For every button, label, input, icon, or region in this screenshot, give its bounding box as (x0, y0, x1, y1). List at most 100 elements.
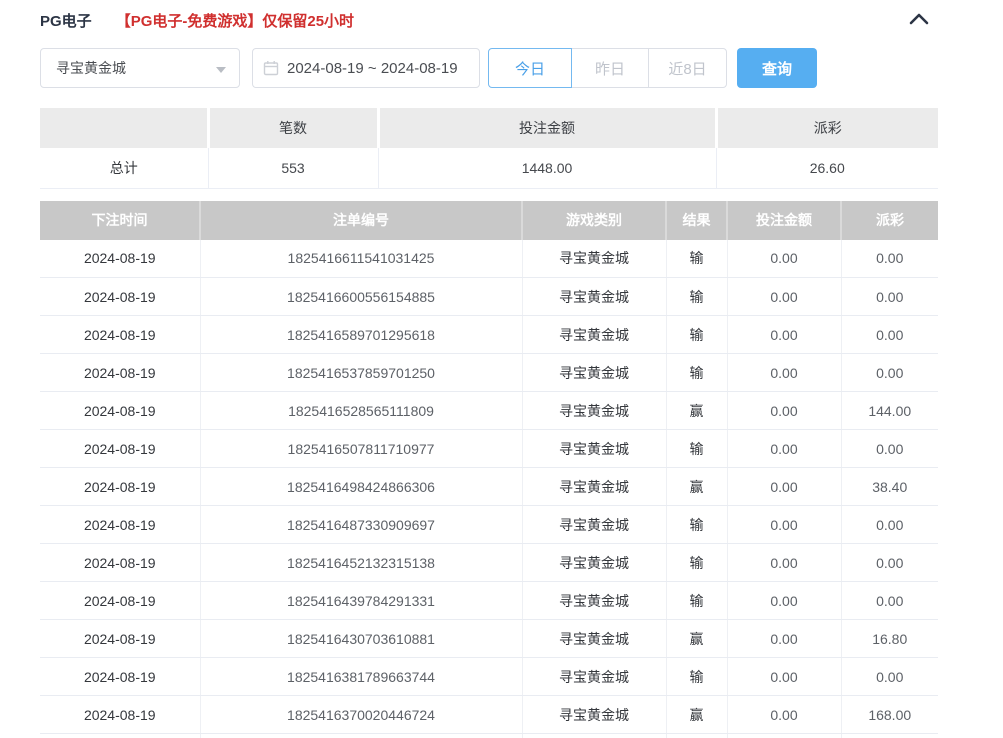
records-header-row: 下注时间 注单编号 游戏类别 结果 投注金额 派彩 (40, 200, 938, 240)
table-cell: 输 (665, 239, 727, 278)
table-cell: 0.00 (726, 315, 841, 354)
table-cell: 赢 (665, 695, 727, 734)
col-result: 结果 (665, 200, 727, 240)
chevron-up-icon (909, 13, 929, 28)
today-button[interactable]: 今日 (488, 48, 572, 88)
summary-col-payout: 派彩 (714, 108, 938, 148)
table-cell: 1825416439784291331 (199, 581, 522, 620)
partial-next-row (40, 733, 938, 738)
table-cell: 2024-08-19 (40, 315, 200, 354)
table-cell: 1825416452132315138 (199, 543, 522, 582)
table-cell: 0.00 (726, 353, 841, 392)
table-row: 2024-08-19 1825416439784291331 寻宝黄金城输 0.00 0… (40, 581, 938, 620)
table-cell: 输 (665, 505, 727, 544)
table-cell: 寻宝黄金城 (521, 695, 666, 734)
panel-notice: 【PG电子-免费游戏】仅保留25小时 (115, 12, 355, 30)
col-bet-amount: 投注金额 (726, 200, 841, 240)
table-cell: 2024-08-19 (40, 657, 200, 696)
table-cell: 168.00 (840, 695, 938, 734)
table-cell: 2024-08-19 (40, 619, 200, 658)
game-select[interactable]: 寻宝黄金城 (40, 48, 240, 88)
table-cell: 寻宝黄金城 (521, 391, 666, 430)
table-cell: 输 (665, 315, 727, 354)
yesterday-button[interactable]: 昨日 (571, 48, 649, 88)
summary-payout-value: 26.60 (715, 148, 938, 189)
table-row: 2024-08-19 1825416600556154885 寻宝黄金城输 0.00 0… (40, 277, 938, 316)
table-cell: 1825416487330909697 (199, 505, 522, 544)
collapse-button[interactable] (908, 9, 930, 31)
table-cell: 寻宝黄金城 (521, 353, 666, 392)
table-cell: 2024-08-19 (40, 581, 200, 620)
table-cell: 1825416600556154885 (199, 277, 522, 316)
table-cell: 1825416528565111809 (199, 391, 522, 430)
table-cell: 0.00 (726, 581, 841, 620)
records-table: 下注时间 注单编号 游戏类别 结果 投注金额 派彩 2024-08-19 1825… (40, 200, 938, 738)
table-cell: 2024-08-19 (40, 695, 200, 734)
table-row: 2024-08-19 1825416452132315138 寻宝黄金城输 0.00 0… (40, 543, 938, 582)
table-cell: 寻宝黄金城 (521, 467, 666, 506)
table-cell: 0.00 (840, 239, 938, 278)
table-cell: 2024-08-19 (40, 391, 200, 430)
panel-header: PG电子 【PG电子-免费游戏】仅保留25小时 (40, 8, 938, 32)
calendar-icon (263, 60, 279, 76)
col-bet-id: 注单编号 (199, 200, 522, 240)
table-cell: 寻宝黄金城 (521, 505, 666, 544)
last-8-days-button[interactable]: 近8日 (648, 48, 727, 88)
table-cell: 0.00 (726, 277, 841, 316)
table-row: 2024-08-19 1825416507811710977 寻宝黄金城输 0.00 0… (40, 429, 938, 468)
table-cell: 寻宝黄金城 (521, 657, 666, 696)
game-select-value: 寻宝黄金城 (56, 60, 126, 76)
table-cell: 2024-08-19 (40, 353, 200, 392)
table-cell: 输 (665, 353, 727, 392)
table-cell: 寻宝黄金城 (521, 619, 666, 658)
table-cell: 赢 (665, 467, 727, 506)
table-cell: 2024-08-19 (40, 543, 200, 582)
table-row: 2024-08-19 1825416611541031425 寻宝黄金城输 0.00 0… (40, 239, 938, 278)
table-cell: 2024-08-19 (40, 467, 200, 506)
table-cell: 0.00 (726, 429, 841, 468)
table-cell: 0.00 (840, 315, 938, 354)
table-cell: 2024-08-19 (40, 277, 200, 316)
table-cell: 144.00 (840, 391, 938, 430)
table-cell: 寻宝黄金城 (521, 581, 666, 620)
summary-total-label: 总计 (40, 148, 208, 189)
table-cell: 0.00 (726, 505, 841, 544)
panel-title: PG电子 (40, 12, 92, 30)
table-cell: 1825416589701295618 (199, 315, 522, 354)
table-cell: 1825416430703610881 (199, 619, 522, 658)
table-cell: 0.00 (840, 581, 938, 620)
table-cell: 赢 (665, 391, 727, 430)
table-cell: 16.80 (840, 619, 938, 658)
table-row: 2024-08-19 1825416528565111809 寻宝黄金城赢 0.00 1… (40, 391, 938, 430)
table-cell: 1825416537859701250 (199, 353, 522, 392)
quick-range-button-group: 今日 昨日 近8日 (488, 48, 727, 88)
table-cell: 1825416370020446724 (199, 695, 522, 734)
table-cell: 1825416507811710977 (199, 429, 522, 468)
table-cell: 输 (665, 657, 727, 696)
table-cell: 2024-08-19 (40, 505, 200, 544)
table-row: 2024-08-19 1825416430703610881 寻宝黄金城赢 0.00 1… (40, 619, 938, 658)
date-range-input[interactable]: 2024-08-19 ~ 2024-08-19 (252, 48, 480, 88)
table-row: 2024-08-19 1825416537859701250 寻宝黄金城输 0.00 0… (40, 353, 938, 392)
table-cell: 38.40 (840, 467, 938, 506)
table-cell: 0.00 (840, 543, 938, 582)
table-cell: 1825416611541031425 (199, 239, 522, 278)
table-cell: 1825416381789663744 (199, 657, 522, 696)
table-row: 2024-08-19 1825416498424866306 寻宝黄金城赢 0.00 3… (40, 467, 938, 506)
table-cell: 1825416498424866306 (199, 467, 522, 506)
table-cell: 0.00 (726, 695, 841, 734)
table-cell: 0.00 (726, 391, 841, 430)
filter-row: 寻宝黄金城 2024-08-19 ~ 2024-08-19 今日 昨日 近8日 … (40, 48, 938, 88)
table-cell: 0.00 (840, 505, 938, 544)
summary-table: 笔数 投注金额 派彩 总计 553 1448.00 26.60 (40, 108, 938, 189)
table-cell: 寻宝黄金城 (521, 429, 666, 468)
table-row: 2024-08-19 1825416589701295618 寻宝黄金城输 0.00 0… (40, 315, 938, 354)
search-button[interactable]: 查询 (737, 48, 817, 88)
summary-col-count: 笔数 (206, 108, 378, 148)
summary-bet-amount-value: 1448.00 (377, 148, 716, 189)
table-cell: 2024-08-19 (40, 429, 200, 468)
table-cell: 寻宝黄金城 (521, 239, 666, 278)
summary-col-blank (40, 108, 208, 148)
summary-count-value: 553 (207, 148, 378, 189)
table-cell: 输 (665, 277, 727, 316)
